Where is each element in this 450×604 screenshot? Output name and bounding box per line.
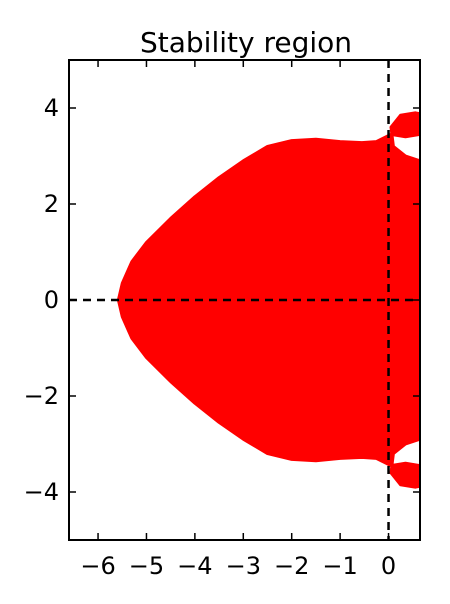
y-tick-label: 0 xyxy=(44,286,59,314)
y-tick-label: −2 xyxy=(24,382,59,410)
x-tick-label: −4 xyxy=(177,552,212,580)
x-tick-label: −2 xyxy=(274,552,309,580)
y-tick-label: 4 xyxy=(44,94,59,122)
y-tick-label: −4 xyxy=(24,478,59,506)
plot-area xyxy=(69,60,420,540)
x-tick-label: 0 xyxy=(381,552,396,580)
x-tick-label: −6 xyxy=(80,552,115,580)
chart-title: Stability region xyxy=(140,26,352,59)
y-tick-label: 2 xyxy=(44,190,59,218)
x-tick-label: −3 xyxy=(226,552,261,580)
x-tick-label: −5 xyxy=(129,552,164,580)
x-tick-label: −1 xyxy=(322,552,357,580)
axes: −6 −5 −4 −3 −2 −1 0 −4 −2 0 2 4 xyxy=(24,59,421,580)
